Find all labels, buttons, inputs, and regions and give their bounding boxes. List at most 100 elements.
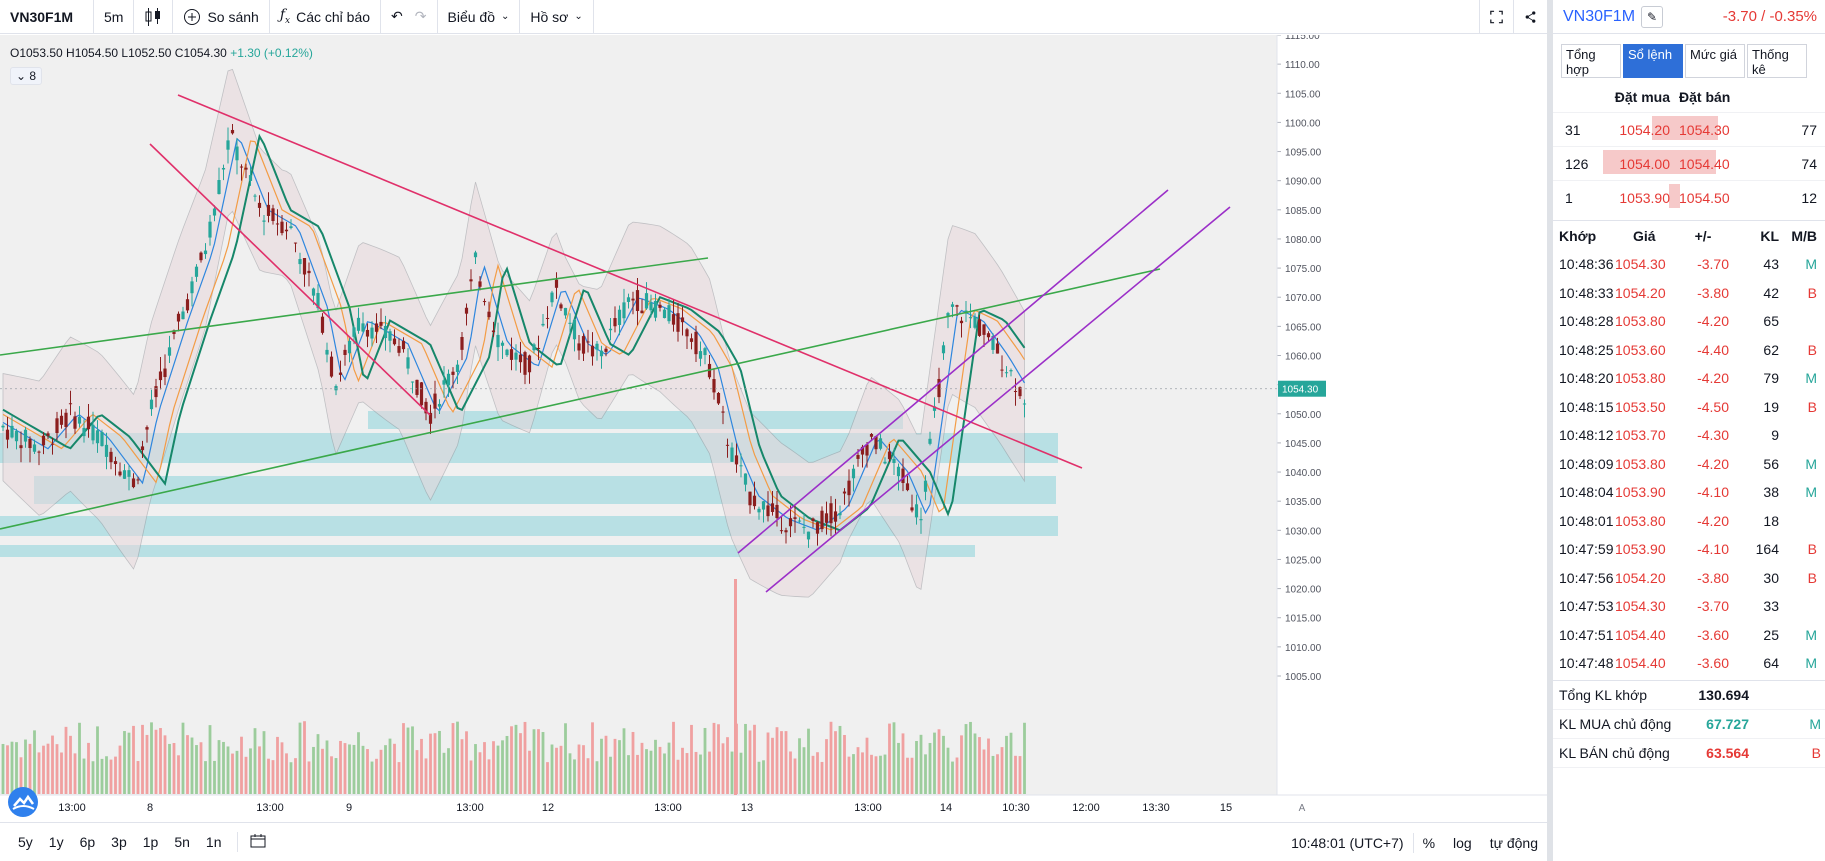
range-1n[interactable]: 1n <box>205 834 222 850</box>
symbol-search-button[interactable]: VN30F1M <box>0 0 94 33</box>
range-5n[interactable]: 5n <box>174 834 190 850</box>
price-tick-label: 1020.00 <box>1285 585 1322 596</box>
bid-header: Đặt mua <box>1614 89 1670 105</box>
ohlc-change: +1.30 (+0.12%) <box>230 46 313 60</box>
tab-thong-ke[interactable]: Thống kê <box>1747 44 1807 78</box>
go-to-date-button[interactable] <box>238 833 278 851</box>
tab-so-lenh[interactable]: Sổ lệnh <box>1623 44 1683 78</box>
volume-bar <box>285 753 288 794</box>
share-button[interactable] <box>1513 0 1547 34</box>
ask-price[interactable]: 1054.30 <box>1673 115 1743 140</box>
ask-price[interactable]: 1054.50 <box>1673 183 1743 208</box>
volume-bar <box>730 751 734 794</box>
candle-body <box>829 503 833 524</box>
panel-symbol[interactable]: VN30F1M <box>1563 7 1636 25</box>
volume-bar <box>685 753 689 794</box>
ask-price[interactable]: 1054.40 <box>1673 149 1743 174</box>
bid-price[interactable]: 1054.00 <box>1603 149 1673 174</box>
volume-bar <box>100 758 104 794</box>
trade-price: 1053.60 <box>1615 341 1666 358</box>
orderbook-row[interactable]: 31 1054.20 1054.30 77 <box>1553 112 1825 146</box>
panel-change: -3.70 / -0.35% <box>1722 8 1817 25</box>
candle-body <box>910 507 914 511</box>
volume-bar <box>123 731 126 794</box>
trade-row: 10:47:59 1053.90 -4.10 164 B <box>1553 535 1825 564</box>
trades-list[interactable]: 10:48:36 1054.30 -3.70 43 M 10:48:33 1054.20 -3… <box>1553 250 1825 678</box>
candle-body <box>590 345 595 357</box>
function-icon: ƒx <box>279 7 291 26</box>
volume-bar <box>168 743 171 794</box>
candle-body <box>950 304 955 307</box>
trades-mb-header: M/B <box>1791 227 1817 244</box>
panel-tabs: Tổng hợp Sổ lệnh Mức giá Thống kê <box>1553 34 1825 82</box>
candle-body <box>928 438 932 444</box>
trade-row: 10:48:25 1053.60 -4.40 62 B <box>1553 336 1825 365</box>
fullscreen-button[interactable] <box>1479 0 1513 34</box>
candle-body <box>572 320 577 340</box>
orderbook-row[interactable]: 126 1054.00 1054.40 74 <box>1553 146 1825 180</box>
range-3p[interactable]: 3p <box>111 834 127 850</box>
volume-bar <box>159 728 162 794</box>
candle-body <box>550 292 554 303</box>
volume-bar <box>933 732 936 794</box>
candle-body <box>622 302 626 319</box>
tab-tong-hop[interactable]: Tổng hợp <box>1561 44 1621 78</box>
price-tick-label: 1045.00 <box>1285 439 1322 450</box>
candle-body <box>500 342 505 346</box>
orderbook-row[interactable]: 1 1053.90 1054.50 12 <box>1553 180 1825 214</box>
clock-label[interactable]: 10:48:01 (UTC+7) <box>1291 834 1404 851</box>
range-6p[interactable]: 6p <box>79 834 96 850</box>
range-1p[interactable]: 1p <box>142 834 159 850</box>
volume-bar <box>595 761 599 794</box>
trade-price: 1053.90 <box>1615 484 1666 501</box>
candle-body <box>424 401 428 414</box>
trade-price: 1053.80 <box>1615 512 1666 529</box>
indicators-button[interactable]: ƒx Các chỉ báo <box>270 0 382 33</box>
log-toggle[interactable]: log <box>1453 834 1472 851</box>
volume-bar <box>901 733 905 794</box>
indicators-toggle[interactable]: ⌄ 8 <box>10 67 43 85</box>
profile-dropdown[interactable]: Hồ sơ ⌄ <box>520 0 594 33</box>
bid-price[interactable]: 1053.90 <box>1603 183 1673 208</box>
candlestick-icon <box>145 7 161 26</box>
trade-price: 1054.30 <box>1615 598 1666 615</box>
interval-button[interactable]: 5m <box>94 0 135 33</box>
chart-type-dropdown[interactable]: Biểu đồ ⌄ <box>438 0 521 33</box>
volume-bar <box>339 740 342 794</box>
panel-resizer[interactable] <box>1547 0 1553 861</box>
volume-bar <box>118 745 122 794</box>
candle-body <box>820 510 824 530</box>
candle-body <box>194 266 199 277</box>
broker-logo-icon <box>8 787 38 817</box>
price-chart[interactable]: 1115.00 1110.00 1105.00 1100.00 1095.00 1090.… <box>0 35 1547 822</box>
candle-style-button[interactable] <box>134 0 174 33</box>
candle-body <box>757 508 761 513</box>
volume-bar <box>996 754 999 794</box>
volume-bar <box>663 753 666 794</box>
volume-bar <box>15 742 18 794</box>
candle-body <box>874 436 878 450</box>
compare-button[interactable]: So sánh <box>173 0 270 33</box>
candle-body <box>55 418 59 434</box>
redo-icon[interactable]: ↷ <box>414 8 427 24</box>
candle-body <box>415 379 419 395</box>
pencil-icon[interactable]: ✎ <box>1641 5 1664 28</box>
volume-bar <box>298 722 302 794</box>
tab-muc-gia[interactable]: Mức giá <box>1685 44 1745 78</box>
bid-price[interactable]: 1054.20 <box>1603 115 1673 140</box>
auto-scale-toggle[interactable]: tự động <box>1489 834 1538 851</box>
candle-body <box>739 465 743 467</box>
percent-toggle[interactable]: % <box>1422 834 1436 851</box>
volume-bar <box>420 738 423 794</box>
volume-bar <box>870 754 873 794</box>
plus-circle-icon <box>184 8 201 25</box>
volume-bar <box>451 723 455 794</box>
chart-canvas[interactable]: 1115.00 1110.00 1105.00 1100.00 1095.00 1090.… <box>0 35 1547 822</box>
volume-bar <box>244 756 248 794</box>
range-5y[interactable]: 5y <box>18 834 33 850</box>
undo-icon[interactable]: ↶ <box>391 8 403 24</box>
range-1y[interactable]: 1y <box>48 834 64 850</box>
candle-body <box>383 325 388 339</box>
candle-body <box>676 313 680 332</box>
trade-row: 10:48:20 1053.80 -4.20 79 M <box>1553 364 1825 393</box>
